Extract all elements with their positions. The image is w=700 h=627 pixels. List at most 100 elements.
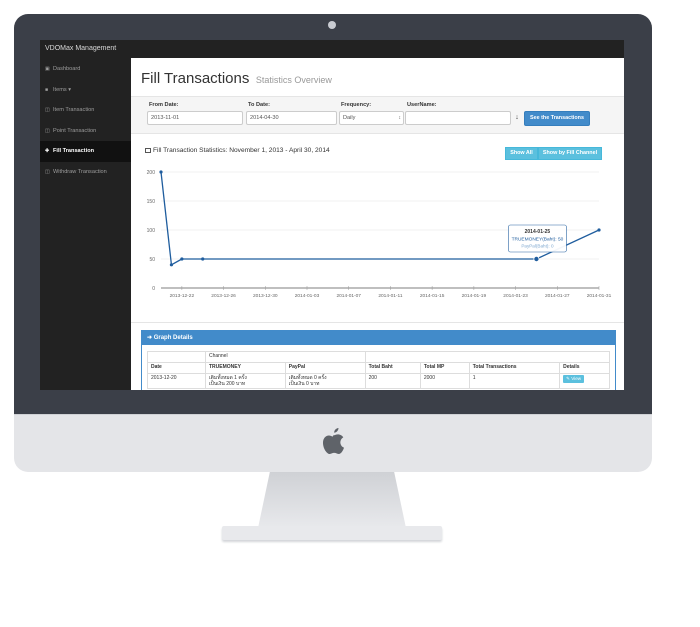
column-header-paypal: PayPal (284, 362, 366, 374)
data-point-2013-12-21 (169, 263, 174, 267)
to-date-input[interactable]: 2014-04-30 (246, 111, 337, 125)
tooltip-line-2: PayPal(Baht): 0 (521, 244, 554, 249)
fill-transaction-chart: 0 50 100 150 200 2013-12-22 2013-12-26 2013-12-… (147, 170, 612, 299)
column-header-truemoney: TRUEMONEY (204, 362, 286, 374)
frequency-select[interactable]: Daily ↕ (339, 111, 404, 125)
column-header-total-mp: Total MP (419, 362, 470, 374)
cell-paypal-amount: เป็นเงิน 0 บาท (288, 381, 320, 387)
x-tick-label-2013-12-30: 2013-12-30 (253, 293, 278, 299)
from-date-label: From Date: (149, 102, 179, 108)
username-input[interactable] (405, 111, 511, 125)
column-header-total-transactions: Total Transactions (468, 362, 561, 374)
from-date-input[interactable]: 2013-11-01 (147, 111, 243, 125)
item-transaction-icon: ◫ (45, 107, 50, 114)
table-header-channel: Channel (204, 351, 366, 363)
cell-total-transactions: 1 (468, 373, 561, 389)
camera-dot (328, 21, 336, 29)
plus-icon: ✚ (45, 148, 50, 155)
data-point-2013-12-24 (201, 257, 205, 261)
sidebar-item-label: Item Transaction (53, 107, 95, 114)
point-transaction-icon: ◫ (45, 127, 50, 134)
to-date-label: To Date: (248, 102, 270, 108)
apple-logo-icon (323, 428, 344, 454)
app-title[interactable]: VDOMax Management (45, 45, 117, 52)
tooltip-title: 2014-01-25 (525, 229, 551, 235)
sidebar-item-label: Items ▾ (53, 86, 72, 93)
cell-details: ✎ View (559, 373, 610, 389)
x-tick-label-2014-01-23: 2014-01-23 (503, 293, 528, 299)
cell-truemoney-count: เติมทั้งหมด 1 ครั้ง (208, 375, 247, 381)
sidebar-item-label: Point Transaction (53, 127, 97, 134)
monitor-stand-neck (258, 472, 406, 528)
sidebar-item-items[interactable]: ■ Items ▾ (40, 80, 131, 101)
column-header-date: Date (147, 362, 206, 374)
graph-details-panel: ➜ Graph Details Channel Date TRUEMONEY P… (141, 330, 616, 390)
statistics-heading: Fill Transaction Statistics: November 1,… (145, 147, 330, 154)
sidebar-item-label: Dashboard (53, 66, 81, 73)
app-title-bar: VDOMax Management (40, 40, 624, 58)
x-tick-label-2013-12-22: 2013-12-22 (170, 293, 195, 299)
page-subtitle: Statistics Overview (255, 75, 332, 85)
divider (131, 322, 624, 323)
arrow-right-icon: ➜ (147, 335, 153, 341)
x-tick-label-2014-01-31: 2014-01-31 (587, 293, 612, 299)
x-tick-label-2014-01-07: 2014-01-07 (336, 293, 361, 299)
data-point-2013-12-22 (180, 257, 184, 261)
x-tick-label-2014-01-11: 2014-01-11 (378, 293, 403, 299)
main-content: Fill Transactions Statistics Overview Fr… (131, 58, 624, 390)
graph-details-heading-text: Graph Details (153, 335, 193, 341)
x-tick-label-2013-12-26: 2013-12-26 (211, 293, 236, 299)
download-icon[interactable]: ↓ (515, 114, 519, 121)
bar-chart-icon (145, 148, 151, 153)
graph-details-heading: ➜ Graph Details (142, 331, 615, 345)
tooltip-line-1: TRUEMONEY(Baht): 50 (512, 237, 564, 243)
cell-paypal: เติมทั้งหมด 0 ครั้ง เป็นเงิน 0 บาท (284, 373, 366, 389)
data-point-2014-01-31 (597, 228, 601, 232)
view-button[interactable]: ✎ View (563, 375, 585, 383)
data-point-2013-12-20 (159, 170, 163, 174)
y-tick-label-100: 100 (147, 228, 156, 234)
show-all-button[interactable]: Show All (505, 147, 538, 160)
details-table: Channel Date TRUEMONEY PayPal Total Baht… (147, 351, 611, 389)
show-by-channel-button[interactable]: Show by Fill Channel (538, 147, 602, 160)
sidebar-item-withdraw-transaction[interactable]: ◫ Withdraw Transaction (40, 162, 131, 183)
sidebar-item-fill-transaction[interactable]: ✚ Fill Transaction (40, 141, 131, 162)
x-tick-label-2014-01-27: 2014-01-27 (545, 293, 570, 299)
sidebar-item-point-transaction[interactable]: ◫ Point Transaction (40, 121, 131, 142)
see-transactions-button[interactable]: See the Transactions (524, 111, 590, 126)
statistics-heading-text: Fill Transaction Statistics: November 1,… (153, 147, 330, 154)
tooltip-box (508, 224, 567, 253)
column-header-details: Details (559, 362, 610, 374)
cell-truemoney-amount: เป็นเงิน 200 บาท (208, 381, 246, 387)
to-date-value: 2014-04-30 (250, 115, 279, 121)
table-header-cell (364, 351, 611, 363)
sidebar-item-label: Fill Transaction (53, 148, 95, 155)
y-tick-label-50: 50 (149, 257, 155, 263)
column-header-total-baht: Total Baht (364, 362, 421, 374)
table-group-header: Channel (147, 351, 611, 363)
y-tick-label-150: 150 (147, 199, 156, 205)
withdraw-icon: ◫ (45, 168, 50, 175)
table-row: 2013-12-20 เติมทั้งหมด 1 ครั้ง เป็นเงิน … (147, 373, 610, 389)
cell-paypal-count: เติมทั้งหมด 0 ครั้ง (288, 375, 327, 381)
screen: VDOMax Management ▣ Dashboard ■ Items ▾ … (40, 40, 624, 390)
select-arrows-icon: ↕ (398, 115, 402, 121)
dashboard-icon: ▣ (45, 66, 50, 73)
y-tick-label-0: 0 (152, 286, 155, 292)
monitor-chin (14, 414, 652, 472)
username-label: UserName: (407, 102, 437, 108)
sidebar-item-dashboard[interactable]: ▣ Dashboard (40, 59, 131, 80)
cell-truemoney: เติมทั้งหมด 1 ครั้ง เป็นเงิน 200 บาท (204, 373, 286, 389)
sidebar: ▣ Dashboard ■ Items ▾ ◫ Item Transaction… (40, 58, 131, 390)
table-header-row: Date TRUEMONEY PayPal Total Baht Total M… (147, 362, 610, 374)
frequency-value: Daily (343, 115, 356, 121)
page-header: Fill Transactions Statistics Overview (141, 70, 332, 88)
sidebar-item-item-transaction[interactable]: ◫ Item Transaction (40, 100, 131, 121)
x-tick-label-2014-01-19: 2014-01-19 (462, 293, 487, 299)
statistics-panel: Fill Transaction Statistics: November 1,… (141, 142, 616, 318)
cell-total-mp: 2000 (419, 373, 470, 389)
monitor-stand-foot (222, 526, 442, 540)
page-title: Fill Transactions (141, 70, 250, 87)
cell-total-baht: 200 (364, 373, 421, 389)
